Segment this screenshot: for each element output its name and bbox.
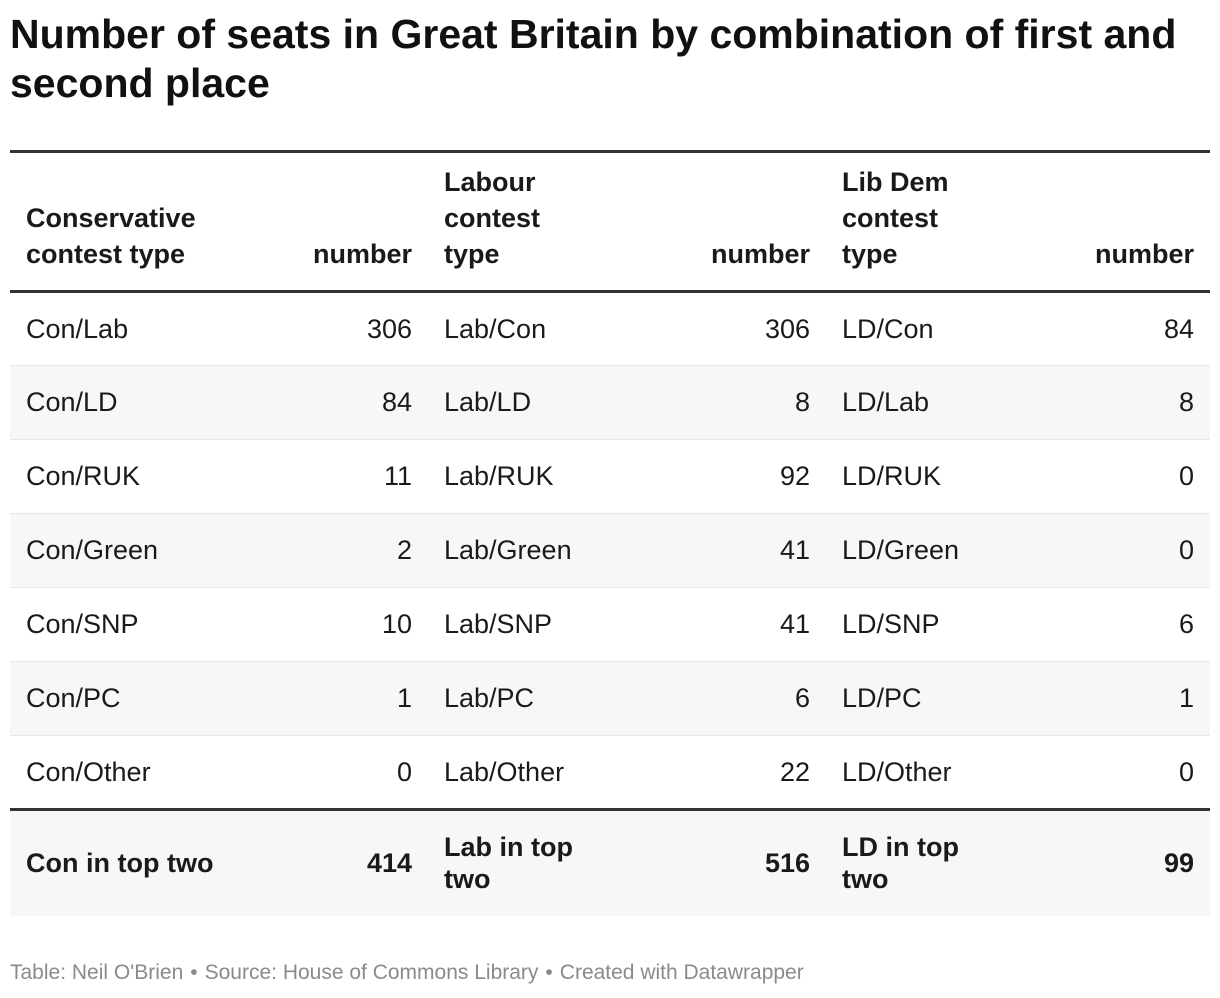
column-header[interactable]: number <box>1000 150 1210 293</box>
cell-number: 8 <box>1000 365 1210 440</box>
cell-number: 11 <box>290 439 428 514</box>
total-value: 414 <box>290 809 428 916</box>
cell-number: 84 <box>290 365 428 440</box>
cell-contest-type: Lab/LD <box>428 365 602 440</box>
cell-contest-type: Con/SNP <box>10 587 290 662</box>
cell-contest-type: Con/Lab <box>10 291 290 366</box>
column-header[interactable]: number <box>290 150 428 293</box>
cell-number: 306 <box>290 291 428 366</box>
cell-number: 6 <box>1000 587 1210 662</box>
table-row: Con/SNP 10 Lab/SNP 41 LD/SNP 6 <box>10 587 1210 662</box>
column-header[interactable]: Conservative contest type <box>10 150 290 293</box>
cell-number: 8 <box>602 365 826 440</box>
cell-number: 0 <box>1000 513 1210 588</box>
total-label: Lab in top two <box>428 809 602 916</box>
footer-separator: • <box>545 961 553 984</box>
cell-contest-type: Lab/RUK <box>428 439 602 514</box>
cell-contest-type: LD/Other <box>826 735 1000 811</box>
table-row: Con/Other 0 Lab/Other 22 LD/Other 0 <box>10 735 1210 811</box>
table-row: Con/PC 1 Lab/PC 6 LD/PC 1 <box>10 661 1210 736</box>
source-note: Source: House of Commons Library <box>204 961 539 984</box>
cell-number: 2 <box>290 513 428 588</box>
cell-contest-type: Con/Green <box>10 513 290 588</box>
table-row: Con/Lab 306 Lab/Con 306 LD/Con 84 <box>10 291 1210 366</box>
cell-number: 1 <box>1000 661 1210 736</box>
seats-table: Conservative contest type number Labour … <box>10 150 1210 916</box>
cell-contest-type: LD/Green <box>826 513 1000 588</box>
cell-number: 41 <box>602 587 826 662</box>
table-credit: Table: Neil O'Brien <box>10 961 184 984</box>
datawrapper-credit[interactable]: Created with Datawrapper <box>559 961 804 984</box>
cell-contest-type: Con/Other <box>10 735 290 811</box>
column-header[interactable]: number <box>602 150 826 293</box>
total-value: 516 <box>602 809 826 916</box>
total-value: 99 <box>1000 809 1210 916</box>
totals-row: Con in top two 414 Lab in top two 516 LD… <box>10 809 1210 916</box>
cell-contest-type: LD/Lab <box>826 365 1000 440</box>
cell-number: 10 <box>290 587 428 662</box>
cell-number: 1 <box>290 661 428 736</box>
cell-contest-type: LD/RUK <box>826 439 1000 514</box>
cell-contest-type: LD/SNP <box>826 587 1000 662</box>
footer-separator: • <box>190 961 198 984</box>
cell-contest-type: LD/PC <box>826 661 1000 736</box>
cell-contest-type: Con/LD <box>10 365 290 440</box>
chart-footer: Table: Neil O'Brien • Source: House of Com… <box>10 961 804 985</box>
cell-contest-type: Con/RUK <box>10 439 290 514</box>
chart-title: Number of seats in Great Britain by comb… <box>10 11 1177 106</box>
cell-number: 84 <box>1000 291 1210 366</box>
column-header[interactable]: Lib Dem contest type <box>826 150 1000 293</box>
table-body: Con/Lab 306 Lab/Con 306 LD/Con 84 Con/LD 84 Lab/… <box>10 291 1210 811</box>
table-row: Con/RUK 11 Lab/RUK 92 LD/RUK 0 <box>10 439 1210 514</box>
cell-number: 6 <box>602 661 826 736</box>
cell-number: 92 <box>602 439 826 514</box>
cell-contest-type: Lab/Other <box>428 735 602 811</box>
cell-number: 306 <box>602 291 826 366</box>
table-row: Con/Green 2 Lab/Green 41 LD/Green 0 <box>10 513 1210 588</box>
header-row: Conservative contest type number Labour … <box>10 150 1210 293</box>
cell-contest-type: Lab/Con <box>428 291 602 366</box>
cell-contest-type: Lab/Green <box>428 513 602 588</box>
cell-contest-type: Con/PC <box>10 661 290 736</box>
total-label: LD in top two <box>826 809 1000 916</box>
column-header[interactable]: Labour contest type <box>428 150 602 293</box>
cell-number: 41 <box>602 513 826 588</box>
cell-contest-type: Lab/SNP <box>428 587 602 662</box>
cell-number: 0 <box>1000 439 1210 514</box>
cell-number: 22 <box>602 735 826 811</box>
cell-contest-type: Lab/PC <box>428 661 602 736</box>
cell-number: 0 <box>1000 735 1210 811</box>
table-row: Con/LD 84 Lab/LD 8 LD/Lab 8 <box>10 365 1210 440</box>
total-label: Con in top two <box>10 809 290 916</box>
cell-contest-type: LD/Con <box>826 291 1000 366</box>
cell-number: 0 <box>290 735 428 811</box>
